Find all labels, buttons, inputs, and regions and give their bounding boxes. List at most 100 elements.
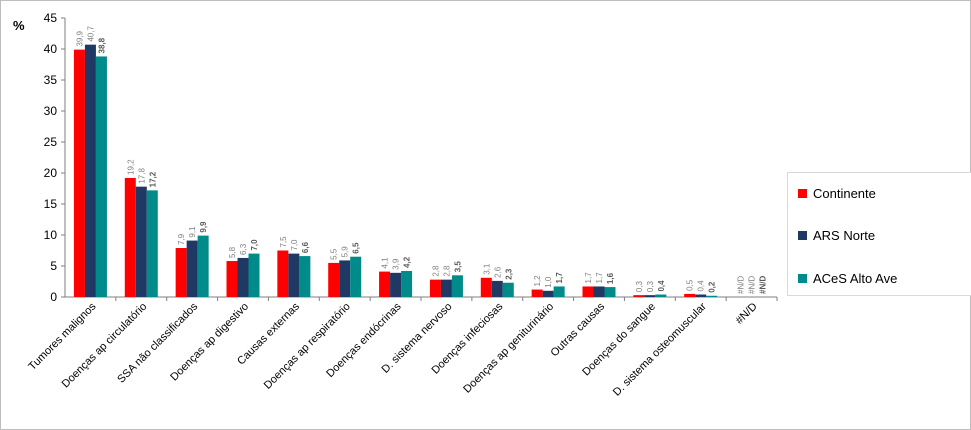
bar [124,177,136,297]
category-label: Doenças ap geniturinário [461,301,556,396]
bar [390,272,402,297]
data-label: 0,3 [646,280,655,292]
data-label: 39,9 [75,30,84,46]
data-label: 0,4 [657,280,666,292]
bar [491,280,503,297]
bar [277,250,289,297]
legend-swatch-aces-alto-ave [798,273,807,283]
legend-item-aces-alto-ave: ACeS Alto Ave [798,269,897,287]
bar [350,256,362,297]
bar [480,277,492,297]
data-label: 0,3 [635,280,644,292]
bar [553,286,565,297]
data-label: 17,2 [148,171,157,187]
bar [451,275,463,297]
data-label: 9,9 [199,221,208,233]
data-label: 1,7 [555,272,564,284]
data-labels: 39,9 40,738,819,217,8 17,27,99,1 9,95,8 6,3 7… [75,26,767,294]
bar [644,295,656,297]
y-tick-label: 35 [44,73,58,87]
bar [339,260,351,297]
data-label: 19,2 [126,159,135,175]
legend-swatch-ars-norte [798,230,807,240]
data-label: 9,1 [188,226,197,238]
data-label: 7,9 [177,233,186,245]
y-tick-label: 25 [44,135,58,149]
axes [61,17,778,301]
legend-item-ars-norte: ARS Norte [798,226,875,244]
data-label: 17,8 [137,168,146,184]
data-label: #N/D [737,276,746,294]
bar [429,279,441,297]
bar [401,270,413,297]
data-label: 3,9 [392,258,401,270]
bar [502,282,514,297]
y-axis-label: % [13,18,25,33]
data-label: 7,0 [290,239,299,251]
data-label: 1,0 [544,276,553,288]
bar [593,286,605,297]
legend-swatch-continente [798,188,807,198]
y-tick-label: 20 [44,166,58,180]
legend: Continente ARS Norte ACeS Alto Ave [787,172,971,296]
bar [655,294,667,297]
bar [299,256,311,297]
y-tick-label: 30 [44,104,58,118]
legend-item-continente: Continente [798,184,876,202]
legend-label: Continente [813,185,876,201]
bar [175,248,187,297]
data-label: #N/D [748,276,757,294]
bar [248,253,260,297]
bar [135,186,147,297]
bar [288,253,300,297]
bar [186,240,198,297]
bar [633,295,645,297]
bar [695,294,707,297]
data-label: 6,6 [301,241,310,253]
bar [197,235,209,297]
data-label: 6,5 [352,242,361,254]
data-label: 4,2 [403,256,412,268]
legend-label: ARS Norte [813,227,876,243]
bar [706,295,718,297]
y-tick-label: 5 [50,259,57,273]
data-label: 3,1 [482,263,491,275]
data-label: #N/D [759,276,768,294]
bar [684,293,696,297]
data-label: 4,1 [381,257,390,269]
data-label: 38,8 [97,37,106,53]
data-label: 1,6 [606,272,615,284]
bars [73,44,718,298]
data-label: 5,5 [330,248,339,260]
data-label: 5,9 [341,246,350,258]
category-label: Doenças ap circulatório [60,301,150,391]
data-label: 3,5 [453,261,462,273]
data-label: 7,5 [279,236,288,248]
data-label: 0,2 [708,281,717,293]
bar [146,190,158,297]
bar [73,49,85,298]
data-label: 7,0 [250,239,259,251]
bar [84,44,96,297]
data-label: 5,8 [228,246,237,258]
data-label: 1,7 [595,272,604,284]
bar [604,287,616,297]
bar [440,279,452,297]
bar [582,286,594,297]
y-tick-label: 45 [44,11,58,25]
data-label: 1,2 [533,275,542,287]
bar [379,271,391,297]
category-label: D. sistema osteomuscular [611,300,709,398]
bar [237,257,249,297]
data-label: 2,8 [442,265,451,277]
data-label: 2,8 [431,265,440,277]
y-tick-label: 40 [44,42,58,56]
y-tick-label: 15 [44,197,58,211]
bar [95,56,107,297]
category-label: #N/D [733,301,759,327]
data-label: 2,3 [504,268,513,280]
bar [226,261,238,297]
